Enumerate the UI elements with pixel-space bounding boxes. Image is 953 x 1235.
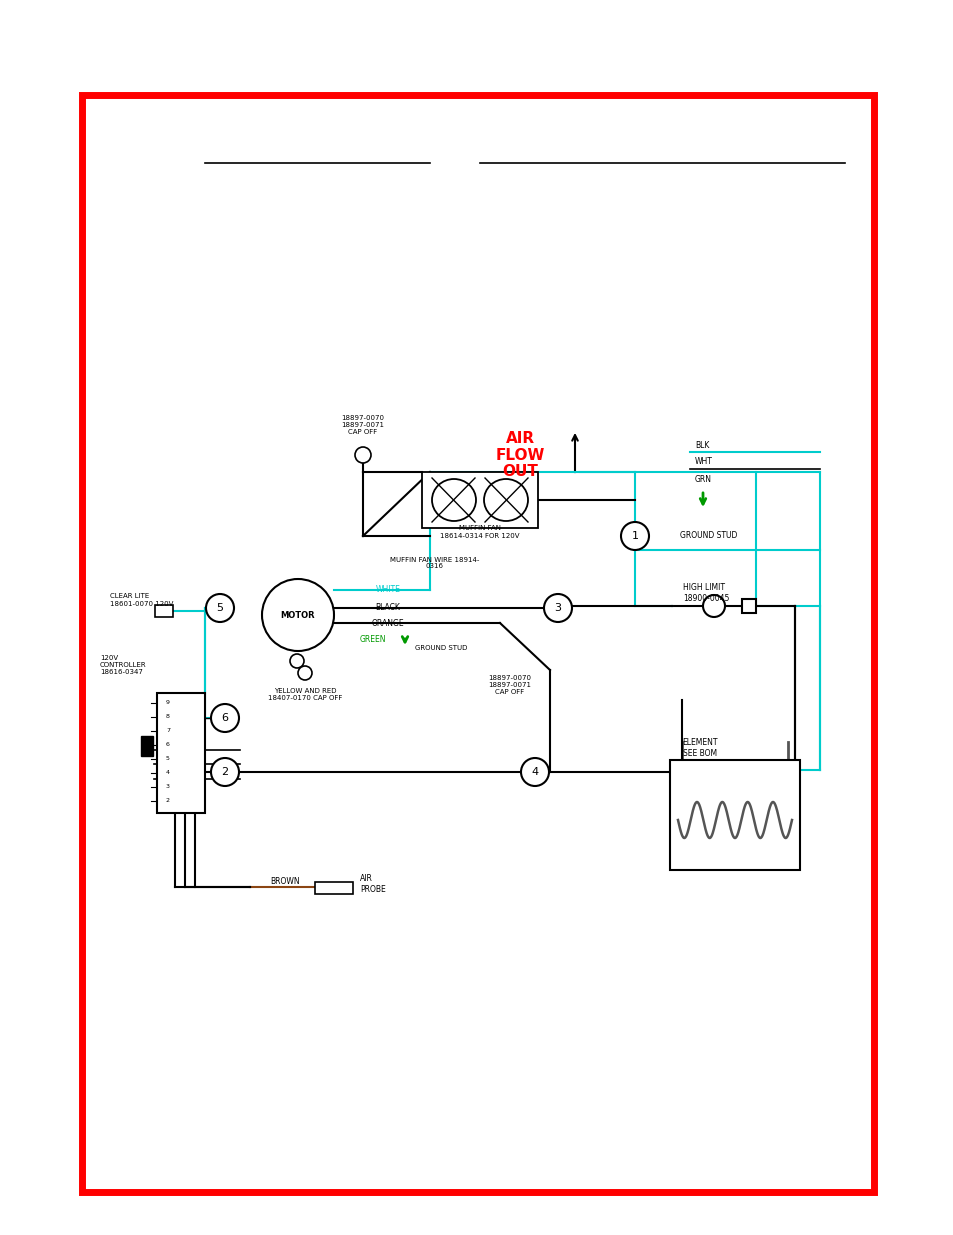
Text: HIGH LIMIT
18900-0045: HIGH LIMIT 18900-0045: [682, 583, 729, 603]
Ellipse shape: [432, 479, 476, 521]
Text: BROWN: BROWN: [270, 878, 299, 887]
Text: CLEAR LITE
18601-0070 120V: CLEAR LITE 18601-0070 120V: [110, 594, 173, 606]
Circle shape: [211, 704, 239, 732]
Circle shape: [702, 595, 724, 618]
Ellipse shape: [483, 479, 527, 521]
Text: WHT: WHT: [695, 457, 712, 467]
Text: ELEMENT
SEE BOM: ELEMENT SEE BOM: [681, 739, 717, 758]
Text: 9: 9: [166, 700, 170, 705]
Bar: [421, 472, 537, 529]
Text: WHITE: WHITE: [375, 585, 400, 594]
Circle shape: [262, 579, 334, 651]
Text: 5: 5: [216, 603, 223, 613]
Text: 6: 6: [221, 713, 229, 722]
Text: BLK: BLK: [695, 441, 709, 450]
Text: 3: 3: [554, 603, 561, 613]
Text: GROUND STUD: GROUND STUD: [679, 531, 737, 541]
Bar: [82, 95, 873, 1192]
Text: 18897-0070
18897-0071
CAP OFF: 18897-0070 18897-0071 CAP OFF: [341, 415, 384, 435]
Circle shape: [206, 594, 233, 622]
Text: 4: 4: [166, 771, 170, 776]
Text: ORANGE: ORANGE: [372, 619, 404, 627]
Circle shape: [290, 655, 304, 668]
Bar: [154, 605, 172, 618]
Circle shape: [297, 666, 312, 680]
Bar: [741, 599, 755, 613]
Text: 6: 6: [166, 742, 170, 747]
Circle shape: [543, 594, 572, 622]
Text: MUFFIN FAN
18614-0314 FOR 120V: MUFFIN FAN 18614-0314 FOR 120V: [439, 526, 519, 538]
Circle shape: [620, 522, 648, 550]
Bar: [669, 760, 800, 869]
Text: 7: 7: [166, 729, 170, 734]
Text: 8: 8: [166, 715, 170, 720]
Text: 2: 2: [166, 799, 170, 804]
Text: AIR
PROBE: AIR PROBE: [359, 874, 385, 894]
Text: 1: 1: [631, 531, 638, 541]
Circle shape: [211, 758, 239, 785]
Circle shape: [520, 758, 548, 785]
Text: GREEN: GREEN: [359, 635, 386, 643]
Bar: [314, 882, 353, 894]
Bar: [141, 736, 152, 756]
Text: 18897-0070
18897-0071
CAP OFF: 18897-0070 18897-0071 CAP OFF: [488, 676, 531, 695]
Text: 120V
CONTROLLER
18616-0347: 120V CONTROLLER 18616-0347: [100, 655, 147, 676]
Bar: [157, 693, 205, 813]
Text: YELLOW AND RED
18407-0170 CAP OFF: YELLOW AND RED 18407-0170 CAP OFF: [268, 688, 342, 701]
Text: GRN: GRN: [695, 475, 711, 484]
Text: AIR
FLOW
OUT: AIR FLOW OUT: [495, 431, 544, 479]
Text: 4: 4: [531, 767, 538, 777]
Text: MOTOR: MOTOR: [280, 610, 315, 620]
Text: GROUND STUD: GROUND STUD: [415, 645, 467, 651]
Circle shape: [355, 447, 371, 463]
Text: 3: 3: [166, 784, 170, 789]
Text: MUFFIN FAN WIRE 18914-
0316: MUFFIN FAN WIRE 18914- 0316: [390, 557, 479, 569]
Text: BLACK: BLACK: [375, 604, 400, 613]
Text: 2: 2: [221, 767, 229, 777]
Text: 5: 5: [166, 757, 170, 762]
